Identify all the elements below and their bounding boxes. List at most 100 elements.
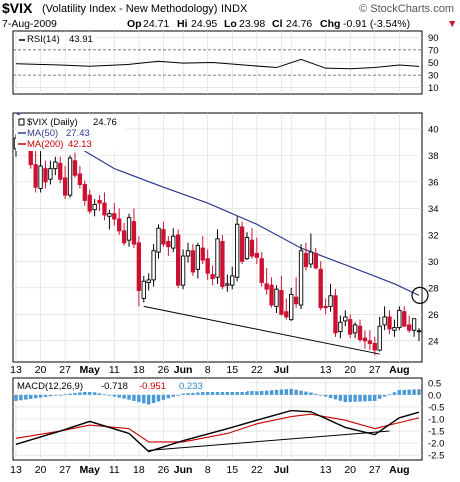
macd-histogram-bar <box>363 394 367 402</box>
candle-legend-swatch <box>18 118 25 126</box>
macd-histogram-bar <box>333 394 338 400</box>
x-tick-label: 8 <box>205 364 211 376</box>
candle-body <box>279 290 284 315</box>
x-tick-label: 20 <box>344 464 356 476</box>
macd-histogram-bar <box>58 394 62 396</box>
candle-body <box>416 330 422 333</box>
macd-histogram-bar <box>294 389 298 395</box>
price-tick-label: 32 <box>428 230 439 241</box>
candle-body <box>225 283 230 286</box>
x-tick-label: 13 <box>320 364 332 376</box>
x-tick-label: 27 <box>369 364 381 376</box>
macd-histogram-bar <box>377 394 382 399</box>
macd-histogram-bar <box>24 394 28 400</box>
macd-histogram-bar <box>132 394 136 401</box>
macd-legend: MACD(12,26,9) -0.718 -0.951 0.233 <box>15 380 247 392</box>
price-tick-label: 28 <box>428 283 439 294</box>
rsi-line <box>15 58 420 70</box>
quote-date: 7-Aug-2009 <box>2 18 57 30</box>
candle-body <box>62 177 68 196</box>
candle-body <box>33 164 38 188</box>
macd-histogram-bar <box>14 394 18 401</box>
price-tick-label: 38 <box>428 151 439 162</box>
macd-histogram-bar <box>250 391 254 395</box>
candle-body <box>171 235 176 249</box>
x-tick-label: 18 <box>133 364 145 376</box>
candle-body <box>333 295 338 334</box>
macd-histogram-bar <box>92 392 97 395</box>
macd-histogram-bar <box>205 391 210 395</box>
x-tick-label: Jun <box>174 364 193 376</box>
candle-body <box>274 288 279 307</box>
brand-watermark: © StockCharts.com <box>359 3 454 15</box>
candle-body <box>102 202 107 216</box>
macd-histogram-bar <box>348 394 352 402</box>
highlight-circle <box>411 286 429 304</box>
x-tick-label: 8 <box>205 464 211 476</box>
candle-body <box>180 255 186 286</box>
x-tick-label: 26 <box>158 464 170 476</box>
macd-histogram-bar <box>373 394 377 401</box>
high-value: 24.95 <box>191 18 217 30</box>
macd-histogram-bar <box>137 394 141 403</box>
candle-body <box>58 162 63 180</box>
macd-histogram-bar <box>68 393 72 395</box>
macd-histogram-bar <box>166 394 171 399</box>
rsi-plot <box>15 58 420 70</box>
macd-histogram-bar <box>83 391 87 395</box>
macd-histogram-bar <box>210 391 215 395</box>
macd-histogram-bar <box>260 390 264 395</box>
macd-histogram-bar <box>196 392 200 395</box>
macd-histogram-bar <box>274 389 279 395</box>
x-tick-label: 27 <box>369 464 381 476</box>
candle-body <box>82 184 87 201</box>
candle-body <box>308 251 314 265</box>
macd-tick-label: 0.0 <box>428 390 441 401</box>
x-tick-label: 18 <box>133 464 145 476</box>
ma200-label: MA(200) <box>27 139 63 150</box>
candle-body <box>48 168 53 180</box>
macd-histogram-bar <box>255 391 259 395</box>
macd-histogram-bar <box>402 389 406 395</box>
candle-body <box>151 250 156 281</box>
candle-body <box>244 237 250 260</box>
open-label: Op <box>127 18 142 30</box>
macd-histogram-bar <box>102 394 107 396</box>
macd-histogram-bar <box>225 390 230 395</box>
close-value: 24.76 <box>286 18 312 30</box>
macd-histogram-bar <box>343 394 348 403</box>
macd-histogram-bar <box>230 390 234 395</box>
candle-body <box>387 316 392 330</box>
candle-body <box>195 244 201 270</box>
x-tick-label: 26 <box>158 364 170 376</box>
price-tick-label: 26 <box>428 310 439 321</box>
change-down-arrow-icon: ▼ <box>447 18 457 30</box>
x-tick-label: Jul <box>274 364 289 376</box>
candle-body <box>392 327 397 331</box>
rsi-label: RSI(14) <box>27 34 60 45</box>
candle-body <box>210 274 215 280</box>
macd-histogram-bar <box>142 394 146 404</box>
candle-body <box>185 250 191 257</box>
macd-histogram-bar <box>161 394 166 400</box>
price-tick-label: 24 <box>428 336 439 347</box>
candle-body <box>77 173 83 185</box>
candle-body <box>298 250 304 306</box>
macd-histogram-bar <box>29 394 33 399</box>
macd-histogram-bar <box>127 394 131 400</box>
open-value: 24.71 <box>143 18 169 30</box>
macd-histogram-bar <box>353 394 357 402</box>
macd-histogram-bar <box>53 394 58 396</box>
candle-body <box>72 160 78 176</box>
macd-histogram-bar <box>382 394 387 397</box>
macd-histogram-bar <box>38 394 43 398</box>
candle-body <box>269 284 274 306</box>
macd-histogram-bar <box>97 393 102 395</box>
macd-histogram-bar <box>19 394 23 401</box>
high-label: Hi <box>177 18 188 30</box>
candle-body <box>43 168 48 183</box>
macd-histogram-bar <box>240 390 244 395</box>
x-tick-label: 11 <box>109 364 120 376</box>
change-value: -0.91 (-3.54%) <box>343 18 410 30</box>
